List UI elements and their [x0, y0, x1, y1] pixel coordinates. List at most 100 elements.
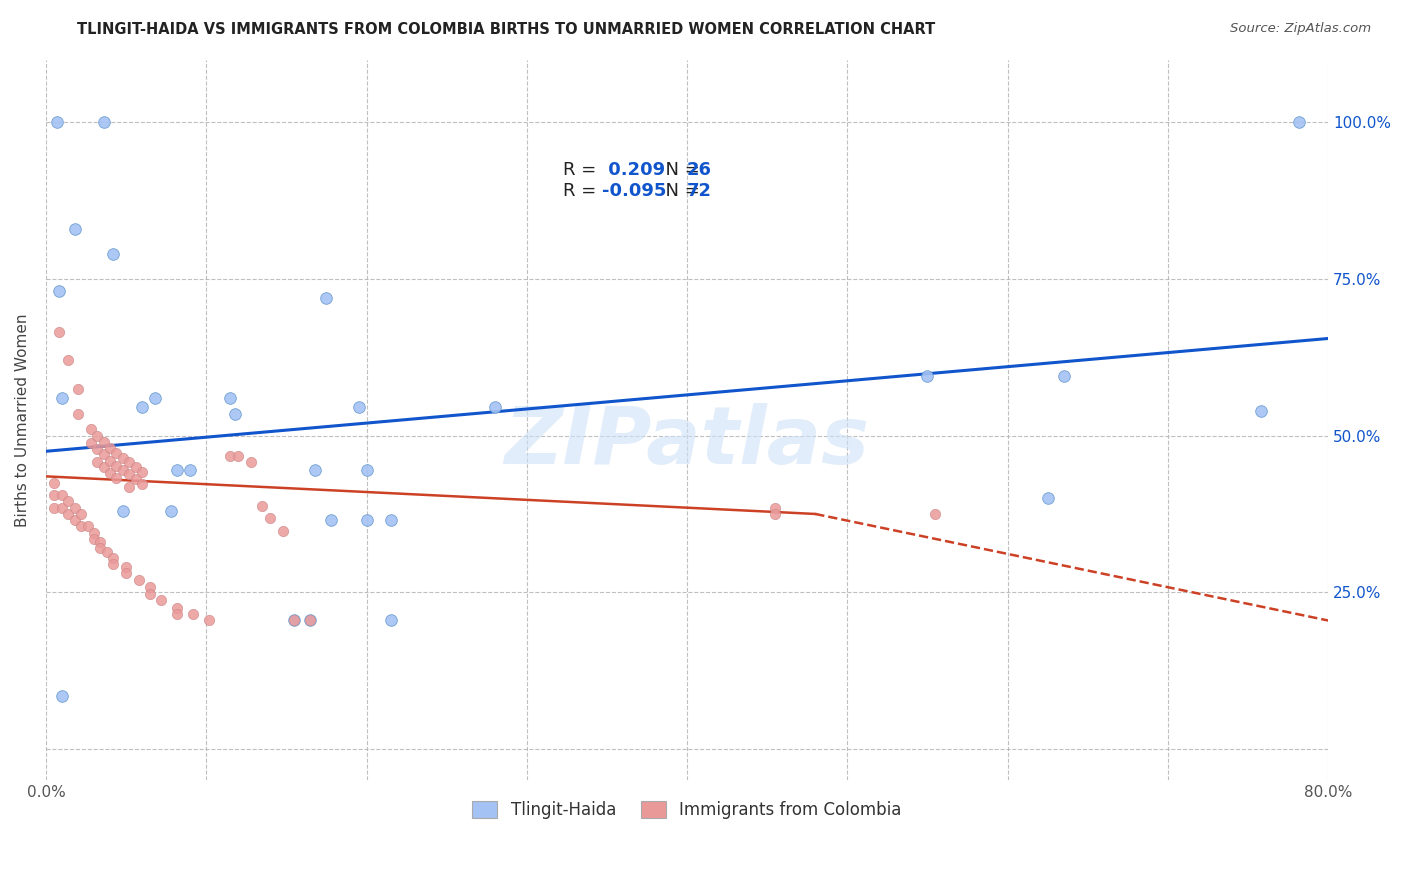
Point [115, 560, 138, 574]
Point [89, 541, 111, 556]
Point [58, 507, 80, 521]
Point [299, 614, 322, 628]
Point [103, 557, 125, 571]
Text: 0.209: 0.209 [602, 161, 665, 179]
Point [51, 488, 73, 502]
Point [80, 422, 103, 436]
Point [58, 494, 80, 508]
Point [103, 550, 125, 565]
Point [356, 463, 378, 477]
Point [380, 614, 402, 628]
Point [76, 519, 98, 533]
Point [924, 507, 946, 521]
Point [166, 607, 188, 622]
Point [93, 447, 115, 461]
Text: R =: R = [562, 161, 602, 179]
Text: Source: ZipAtlas.com: Source: ZipAtlas.com [1230, 22, 1371, 36]
Point [58, 353, 80, 368]
Point [143, 391, 166, 405]
Point [125, 459, 148, 474]
Point [93, 459, 115, 474]
Point [139, 580, 162, 594]
Point [93, 115, 115, 129]
Point [118, 480, 141, 494]
Point [51, 391, 73, 405]
Point [917, 369, 939, 384]
Point [150, 592, 173, 607]
Point [111, 463, 134, 477]
Point [380, 513, 402, 527]
Point [83, 525, 105, 540]
Point [160, 504, 183, 518]
Point [98, 453, 121, 467]
Point [115, 566, 138, 581]
Point [219, 391, 242, 405]
Point [63, 222, 86, 236]
Point [125, 473, 148, 487]
Point [131, 465, 153, 479]
Point [111, 450, 134, 465]
Text: N =: N = [654, 161, 706, 179]
Point [128, 573, 150, 587]
Point [763, 507, 786, 521]
Text: N =: N = [654, 182, 706, 200]
Point [283, 614, 305, 628]
Point [70, 519, 93, 533]
Point [98, 441, 121, 455]
Legend: Tlingit-Haida, Immigrants from Colombia: Tlingit-Haida, Immigrants from Colombia [465, 795, 908, 826]
Point [105, 471, 128, 485]
Point [118, 467, 141, 482]
Point [80, 436, 103, 450]
Point [219, 449, 242, 463]
Point [86, 442, 108, 457]
Text: 26: 26 [686, 161, 711, 179]
Point [321, 513, 343, 527]
Point [105, 458, 128, 473]
Point [259, 511, 281, 525]
Point [139, 586, 162, 600]
Point [283, 614, 305, 628]
Point [86, 428, 108, 442]
Point [48, 325, 70, 339]
Point [83, 532, 105, 546]
Text: R =: R = [562, 182, 602, 200]
Point [252, 499, 274, 513]
Point [42, 500, 65, 515]
Point [763, 500, 786, 515]
Point [166, 601, 188, 615]
Point [484, 401, 506, 415]
Point [103, 247, 125, 261]
Point [66, 382, 89, 396]
Point [315, 291, 337, 305]
Point [70, 507, 93, 521]
Point [224, 407, 246, 421]
Point [63, 500, 86, 515]
Point [299, 614, 322, 628]
Point [48, 285, 70, 299]
Point [105, 446, 128, 460]
Point [111, 504, 134, 518]
Point [118, 455, 141, 469]
Point [131, 477, 153, 491]
Point [1036, 491, 1059, 506]
Point [347, 401, 370, 415]
Point [356, 513, 378, 527]
Point [166, 463, 188, 477]
Point [1250, 403, 1272, 417]
Point [1288, 115, 1310, 129]
Point [51, 500, 73, 515]
Point [183, 607, 205, 622]
Point [96, 544, 118, 558]
Point [179, 463, 201, 477]
Point [198, 614, 221, 628]
Point [93, 434, 115, 449]
Point [66, 407, 89, 421]
Text: ZIPatlas: ZIPatlas [505, 402, 869, 481]
Y-axis label: Births to Unmarried Women: Births to Unmarried Women [15, 313, 30, 526]
Point [226, 449, 249, 463]
Text: 72: 72 [686, 182, 711, 200]
Point [46, 115, 69, 129]
Point [63, 513, 86, 527]
Text: TLINGIT-HAIDA VS IMMIGRANTS FROM COLOMBIA BIRTHS TO UNMARRIED WOMEN CORRELATION : TLINGIT-HAIDA VS IMMIGRANTS FROM COLOMBI… [77, 22, 935, 37]
Point [271, 524, 294, 538]
